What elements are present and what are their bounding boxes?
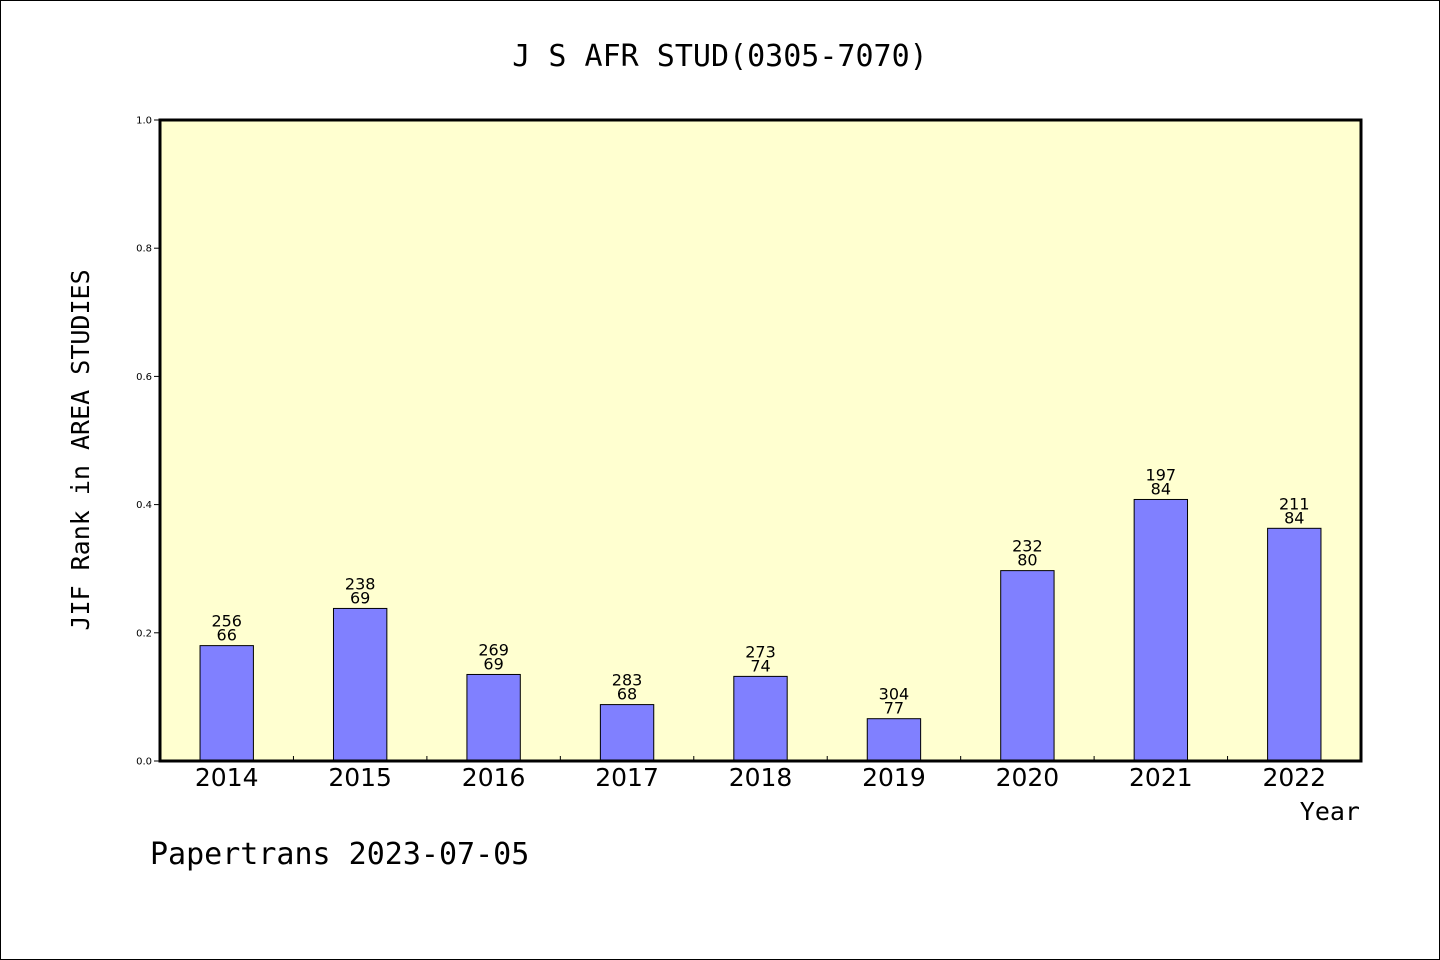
- y-tick-label: 1.0: [136, 116, 152, 127]
- x-tick-label: 2021: [1129, 763, 1193, 792]
- bar-total-label: 269: [478, 640, 509, 659]
- x-axis-label: Year: [1300, 797, 1360, 826]
- bar-labels-group: 2566623869269692836827374304772328019784…: [211, 465, 1309, 717]
- x-tick-label: 2020: [996, 763, 1060, 792]
- bar-2015: [332, 607, 388, 762]
- y-tick-label: 0.8: [136, 244, 152, 255]
- bar-total-label: 273: [745, 642, 776, 661]
- x-tick-label: 2016: [462, 763, 526, 792]
- footer-date-stamp: Papertrans 2023-07-05: [150, 837, 529, 872]
- x-tick-label: 2018: [729, 763, 793, 792]
- x-tick-label: 2017: [595, 763, 659, 792]
- x-axis-ticks: 2014 2015 2016 2017 2018 2019 2020 2021 2022: [195, 756, 1326, 792]
- bar-2016: [466, 673, 521, 762]
- bar-rank-label: 84: [1284, 508, 1304, 527]
- bar-rank-label: 69: [483, 654, 503, 673]
- bar-rank-label: 77: [884, 699, 904, 718]
- bar-2018: [733, 675, 788, 762]
- bar-total-label: 238: [345, 574, 376, 593]
- bar-2020: [1000, 570, 1055, 762]
- bar-rank-label: 69: [350, 588, 370, 607]
- bar-total-label: 283: [612, 671, 643, 690]
- y-tick-label: 0.0: [136, 757, 152, 768]
- x-tick-label: 2019: [862, 763, 926, 792]
- bar-total-label: 232: [1012, 537, 1043, 556]
- bar-2017: [599, 704, 655, 762]
- x-tick-label: 2015: [328, 763, 392, 792]
- bar-rank-label: 68: [617, 685, 637, 704]
- bar-total-label: 211: [1279, 494, 1310, 513]
- y-tick-label: 0.4: [136, 500, 152, 511]
- plot-border: [158, 118, 1363, 763]
- bar-total-label: 304: [879, 685, 910, 704]
- bar-total-label: 197: [1146, 465, 1177, 484]
- y-tick-label: 0.2: [136, 628, 152, 639]
- chart-title: J S AFR STUD(0305-7070): [512, 39, 927, 74]
- bar-rank-label: 80: [1017, 551, 1037, 570]
- bar-2019: [866, 718, 922, 762]
- y-axis-ticks: 0.0 0.2 0.4 0.6 0.8 1.0: [136, 116, 160, 768]
- bar-rank-label: 74: [750, 656, 770, 675]
- y-tick-label: 0.6: [136, 372, 152, 383]
- bar-2022: [1267, 527, 1322, 762]
- y-axis-label: JIF Rank in AREA STUDIES: [66, 269, 95, 630]
- bars-group: [199, 498, 1322, 762]
- x-tick-label: 2014: [195, 763, 259, 792]
- x-tick-label: 2022: [1262, 763, 1326, 792]
- bar-total-label: 256: [211, 612, 242, 631]
- bar-rank-label: 84: [1151, 479, 1171, 498]
- bar-2021: [1133, 498, 1189, 762]
- bar-2014: [199, 645, 254, 762]
- bar-rank-label: 66: [217, 626, 237, 645]
